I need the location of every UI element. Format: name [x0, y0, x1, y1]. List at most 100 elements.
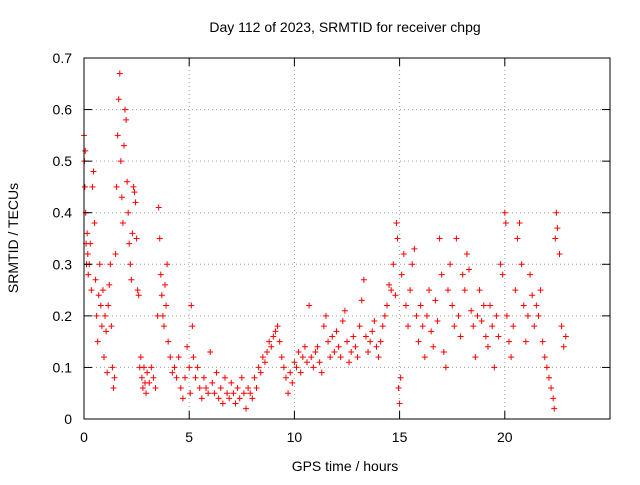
data-point	[377, 338, 384, 345]
data-point	[169, 369, 176, 376]
data-point	[508, 354, 515, 361]
data-point	[434, 318, 441, 325]
data-point	[114, 132, 121, 139]
data-point	[144, 369, 151, 376]
data-point	[272, 328, 279, 335]
data-point	[190, 354, 197, 361]
data-point	[184, 343, 191, 350]
data-point	[506, 338, 513, 345]
plot-frame	[83, 57, 611, 420]
data-point	[134, 287, 141, 294]
data-point	[152, 385, 159, 392]
data-point	[527, 271, 534, 278]
data-point	[447, 261, 454, 268]
data-point	[92, 276, 99, 283]
data-point	[325, 338, 332, 345]
data-point	[461, 287, 468, 294]
data-point	[90, 168, 97, 175]
data-point	[143, 390, 150, 397]
data-point	[354, 354, 361, 361]
data-point	[395, 385, 402, 392]
data-point	[541, 354, 548, 361]
data-point	[148, 364, 155, 371]
data-point	[240, 390, 247, 397]
data-point	[539, 338, 546, 345]
data-point	[117, 158, 124, 165]
data-point	[118, 194, 125, 201]
data-point	[393, 220, 400, 227]
data-point	[327, 354, 334, 361]
data-point	[335, 343, 342, 350]
data-point	[407, 287, 414, 294]
data-point	[205, 390, 212, 397]
data-point	[97, 302, 104, 309]
data-point	[104, 369, 111, 376]
data-point	[81, 183, 88, 190]
data-point	[138, 374, 145, 381]
data-point	[159, 312, 166, 319]
data-point	[140, 364, 147, 371]
data-point	[224, 390, 231, 397]
data-point	[128, 276, 135, 283]
data-point	[415, 338, 422, 345]
data-point	[232, 400, 239, 407]
data-point	[432, 297, 439, 304]
x-axis-title: GPS time / hours	[292, 458, 399, 474]
data-point	[112, 250, 119, 257]
data-point	[531, 323, 538, 330]
data-point	[215, 395, 222, 402]
data-point	[383, 302, 390, 309]
y-tick-label: 0.4	[53, 205, 73, 221]
data-point	[154, 312, 161, 319]
data-point	[234, 385, 241, 392]
data-point	[388, 287, 395, 294]
data-point	[356, 323, 363, 330]
data-point	[337, 354, 344, 361]
data-point	[516, 220, 523, 227]
data-point	[203, 385, 210, 392]
data-point	[333, 328, 340, 335]
data-point	[375, 354, 382, 361]
data-point	[155, 204, 162, 211]
data-point	[316, 359, 323, 366]
x-tick-label: 15	[392, 429, 408, 445]
data-point	[503, 312, 510, 319]
data-point	[533, 302, 540, 309]
data-point	[402, 302, 409, 309]
data-point	[124, 178, 131, 185]
data-point	[537, 287, 544, 294]
data-point	[132, 199, 139, 206]
data-point	[116, 70, 123, 77]
data-point	[369, 328, 376, 335]
data-point	[213, 369, 220, 376]
data-point	[392, 292, 399, 299]
data-point	[386, 281, 393, 288]
data-point	[409, 261, 416, 268]
data-point	[253, 385, 260, 392]
data-point	[84, 250, 91, 257]
data-point	[207, 348, 214, 355]
data-point	[130, 183, 137, 190]
data-point	[417, 302, 424, 309]
data-point	[163, 302, 170, 309]
data-point	[257, 369, 264, 376]
data-point	[360, 276, 367, 283]
data-point	[105, 302, 112, 309]
data-point	[484, 343, 491, 350]
data-point	[188, 302, 195, 309]
data-point	[411, 245, 418, 252]
data-point	[226, 395, 233, 402]
data-point	[186, 364, 193, 371]
data-point	[297, 369, 304, 376]
data-point	[230, 390, 237, 397]
data-point	[87, 240, 94, 247]
data-point	[502, 220, 509, 227]
data-point	[440, 348, 447, 355]
data-point	[304, 359, 311, 366]
data-point	[552, 235, 559, 242]
data-point	[126, 240, 133, 247]
data-point	[350, 333, 357, 340]
data-point	[472, 354, 479, 361]
